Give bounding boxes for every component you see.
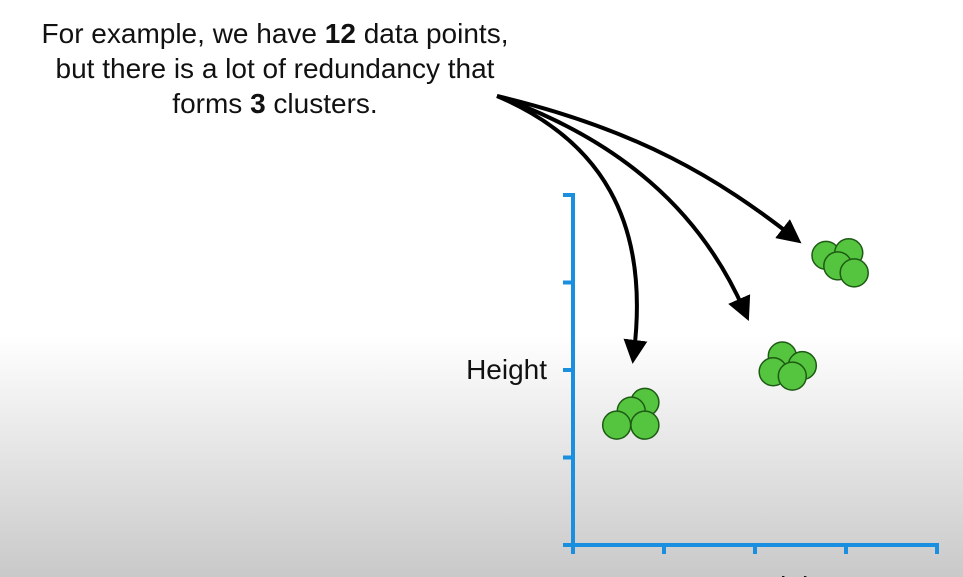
data-point [601,410,632,440]
y-axis-label: Height [466,354,547,385]
data-point [777,361,808,391]
data-point [839,258,869,288]
x-axis-label: Weight [739,571,826,577]
arrow [496,94,802,244]
annotation-bold: 12 [324,18,356,49]
annotation-bold: 3 [250,88,266,119]
arrow [496,94,648,364]
annotation: For example, we have 12 data points, but… [40,16,510,121]
annotation-text: clusters. [265,88,378,119]
arrow [496,94,751,321]
annotation-text: data points, but there is a lot of redun… [55,18,509,119]
annotation-text: For example, we have [41,18,325,49]
arrows [496,94,802,364]
data-point [630,410,660,440]
